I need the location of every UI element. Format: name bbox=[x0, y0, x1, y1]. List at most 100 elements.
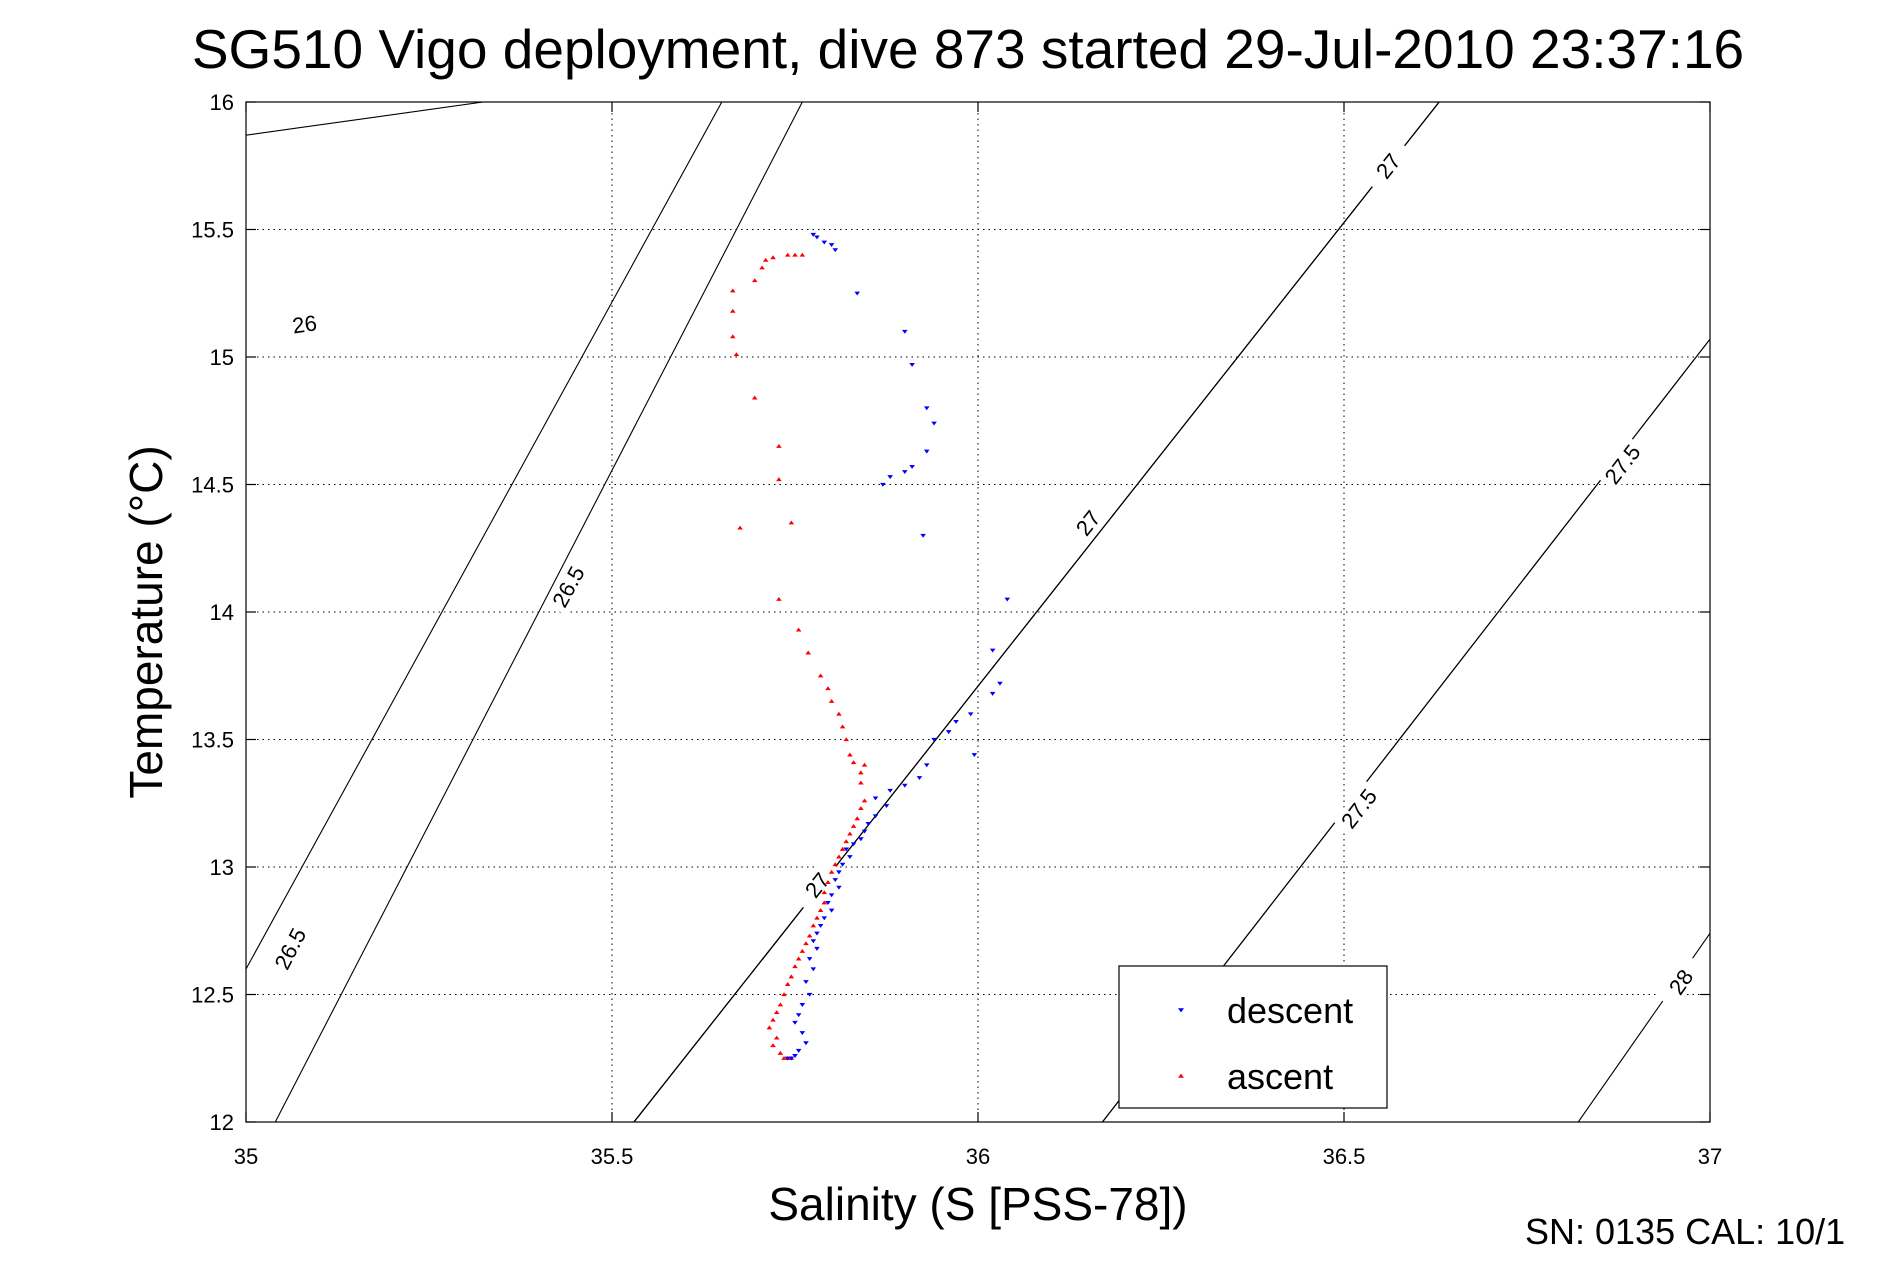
ascent-point bbox=[805, 650, 811, 655]
descent-point bbox=[916, 776, 923, 780]
isopycnal-label-bg bbox=[545, 557, 592, 616]
ascent-point bbox=[843, 839, 850, 844]
ascent-point bbox=[733, 352, 740, 357]
legend-marker-ascent bbox=[1178, 1073, 1184, 1078]
descent-point bbox=[843, 847, 850, 852]
descent-point bbox=[909, 362, 915, 367]
isopycnal-label-bg bbox=[267, 919, 313, 978]
descent-point bbox=[792, 1054, 798, 1058]
descent-point bbox=[814, 931, 820, 936]
ascent-point bbox=[729, 288, 736, 293]
ascent-point bbox=[781, 992, 787, 997]
ascent-point bbox=[795, 627, 802, 632]
ascent-point bbox=[861, 798, 868, 803]
ascent-point bbox=[792, 964, 798, 969]
x-tick-labels: 35 35.5 36 36.5 37 bbox=[234, 1144, 1722, 1169]
x-tick-label: 36 bbox=[966, 1144, 990, 1169]
descent-point bbox=[883, 804, 890, 809]
ascent-point bbox=[777, 1002, 784, 1007]
ascent-point bbox=[814, 915, 820, 920]
descent-point bbox=[909, 464, 915, 469]
isopycnal-line bbox=[246, 102, 723, 970]
ascent-point bbox=[828, 699, 835, 703]
isopycnal-label-bg bbox=[1333, 780, 1385, 837]
descent-point bbox=[784, 1056, 791, 1061]
ascent-point bbox=[832, 862, 839, 867]
descent-point bbox=[887, 788, 893, 793]
isopycnal-label-bg bbox=[1655, 953, 1706, 1010]
isopycnal-line bbox=[246, 102, 484, 136]
descent-point bbox=[795, 1048, 802, 1053]
descent-point bbox=[931, 421, 937, 426]
x-tick-label: 36.5 bbox=[1323, 1144, 1366, 1169]
descent-point bbox=[799, 1031, 806, 1035]
descent-point bbox=[1004, 597, 1011, 602]
ascent-point bbox=[773, 1010, 780, 1015]
isopycnal-label: 26 bbox=[291, 310, 319, 338]
ascent-point bbox=[784, 252, 791, 257]
descent-point bbox=[989, 648, 996, 653]
serial-calibration-note: SN: 0135 CAL: 10/1 bbox=[1525, 1211, 1845, 1252]
descent-point bbox=[887, 475, 893, 480]
y-tick-label: 13.5 bbox=[191, 728, 234, 753]
y-tick-label: 15.5 bbox=[191, 218, 234, 243]
isopycnal-label-bg bbox=[1062, 494, 1114, 551]
descent-point bbox=[967, 712, 974, 717]
legend-label-descent: descent bbox=[1227, 990, 1353, 1031]
ascent-point bbox=[821, 890, 828, 895]
ascent-point bbox=[751, 395, 758, 400]
ascent-point bbox=[759, 265, 765, 270]
legend-box bbox=[1118, 965, 1388, 1109]
y-tick-labels: 12 12.5 13 13.5 14 14.5 15 15.5 16 bbox=[191, 90, 234, 1135]
isopycnal-line bbox=[274, 102, 803, 1122]
ascent-point bbox=[858, 770, 864, 775]
descent-point bbox=[902, 783, 908, 788]
descent-point bbox=[806, 957, 813, 962]
y-tick-label: 15 bbox=[210, 345, 234, 370]
descent-point bbox=[817, 923, 824, 928]
ascent-point bbox=[777, 1050, 784, 1055]
descent-point bbox=[836, 870, 842, 875]
ascent-point bbox=[825, 686, 831, 691]
ascent-point bbox=[836, 854, 842, 859]
descent-point bbox=[828, 908, 835, 913]
descent-point bbox=[872, 796, 879, 801]
descent-point bbox=[832, 248, 839, 253]
ascent-point bbox=[817, 673, 824, 678]
ascent-point bbox=[773, 1035, 780, 1040]
ascent-point bbox=[776, 477, 782, 482]
y-axis-label: Temperature (°C) bbox=[120, 445, 172, 798]
y-tick-label: 12 bbox=[210, 1110, 234, 1135]
isopycnal-label-bg bbox=[1596, 436, 1648, 492]
descent-point bbox=[920, 533, 926, 538]
ascent-point bbox=[729, 334, 736, 339]
ascent-point bbox=[788, 974, 795, 979]
descent-point bbox=[872, 814, 879, 819]
descent-point bbox=[788, 1056, 795, 1061]
descent-point bbox=[902, 470, 908, 474]
descent-point bbox=[839, 862, 846, 867]
y-tick-label: 14 bbox=[210, 600, 234, 625]
descent-point bbox=[803, 1041, 809, 1046]
legend-label-ascent: ascent bbox=[1227, 1056, 1333, 1097]
ascent-point bbox=[861, 762, 868, 767]
descent-point bbox=[836, 885, 842, 890]
isopycnal-line bbox=[633, 102, 1440, 1122]
ascent-point bbox=[770, 255, 776, 260]
y-tick-label: 16 bbox=[210, 90, 234, 115]
y-tick-label: 13 bbox=[210, 855, 234, 880]
descent-point bbox=[810, 232, 817, 237]
ascent-point bbox=[843, 737, 850, 742]
y-tick-label: 14.5 bbox=[191, 473, 234, 498]
ascent-point bbox=[836, 711, 842, 716]
ascent-point bbox=[839, 724, 846, 729]
ascent-point bbox=[854, 816, 861, 821]
descent-point bbox=[814, 235, 820, 240]
descent-point bbox=[799, 1003, 806, 1007]
grid bbox=[246, 102, 1710, 1122]
ascent-point bbox=[858, 780, 864, 785]
ascent-point bbox=[839, 846, 846, 851]
